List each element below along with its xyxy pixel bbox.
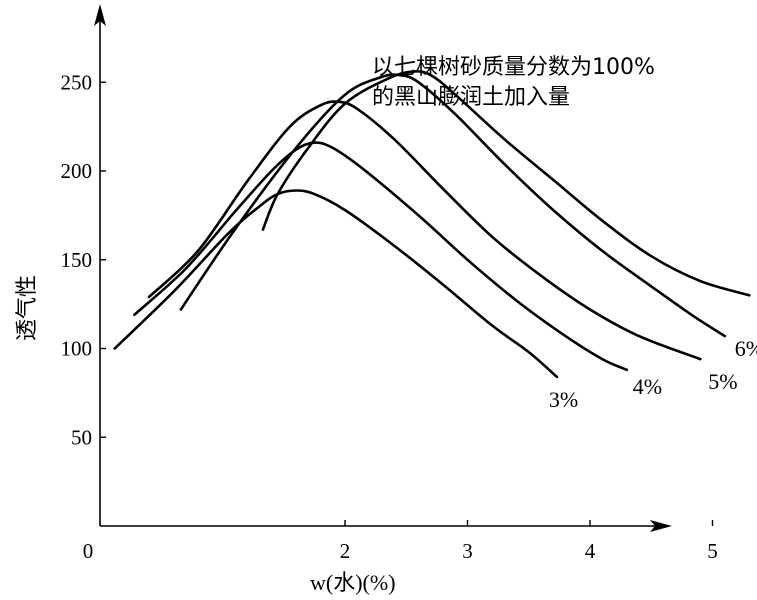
y-tick-label: 150 <box>61 248 93 272</box>
x-tick-label: 2 <box>340 539 351 563</box>
x-tick-label: 4 <box>585 539 596 563</box>
x-axis-arrow <box>650 520 672 532</box>
y-tick-label: 100 <box>61 337 93 361</box>
annotation-line-2: 的黑山膨润土加入量 <box>372 85 570 110</box>
x-axis-title: w(水)(%) <box>310 570 396 595</box>
annotation-line-1: 以七棵树砂质量分数为100% <box>372 55 655 80</box>
series-line-3pct <box>113 189 559 379</box>
y-tick-label: 200 <box>61 159 93 183</box>
y-tick-label: 50 <box>71 425 92 449</box>
axis-ticks: 0 2 3 4 5 50 100 150 200 250 <box>61 70 718 563</box>
y-axis-arrow <box>94 4 106 26</box>
series-line-4pct <box>133 141 629 372</box>
series-line-6pct <box>179 73 727 338</box>
y-tick-label: 250 <box>61 70 93 94</box>
y-axis-title: 透气性 <box>14 275 39 341</box>
x-tick-label: 3 <box>462 539 473 563</box>
series-label: 6% <box>735 336 757 361</box>
x-tick-label: 0 <box>83 539 94 563</box>
series-label: 4% <box>633 374 662 399</box>
x-tick-label: 5 <box>707 539 718 563</box>
series-line-5pct <box>147 100 702 361</box>
plot-area: 3%4%5%6%7% <box>113 70 757 412</box>
series-label: 5% <box>708 369 737 394</box>
series-line-7pct <box>261 70 751 297</box>
series-label: 3% <box>549 387 578 412</box>
